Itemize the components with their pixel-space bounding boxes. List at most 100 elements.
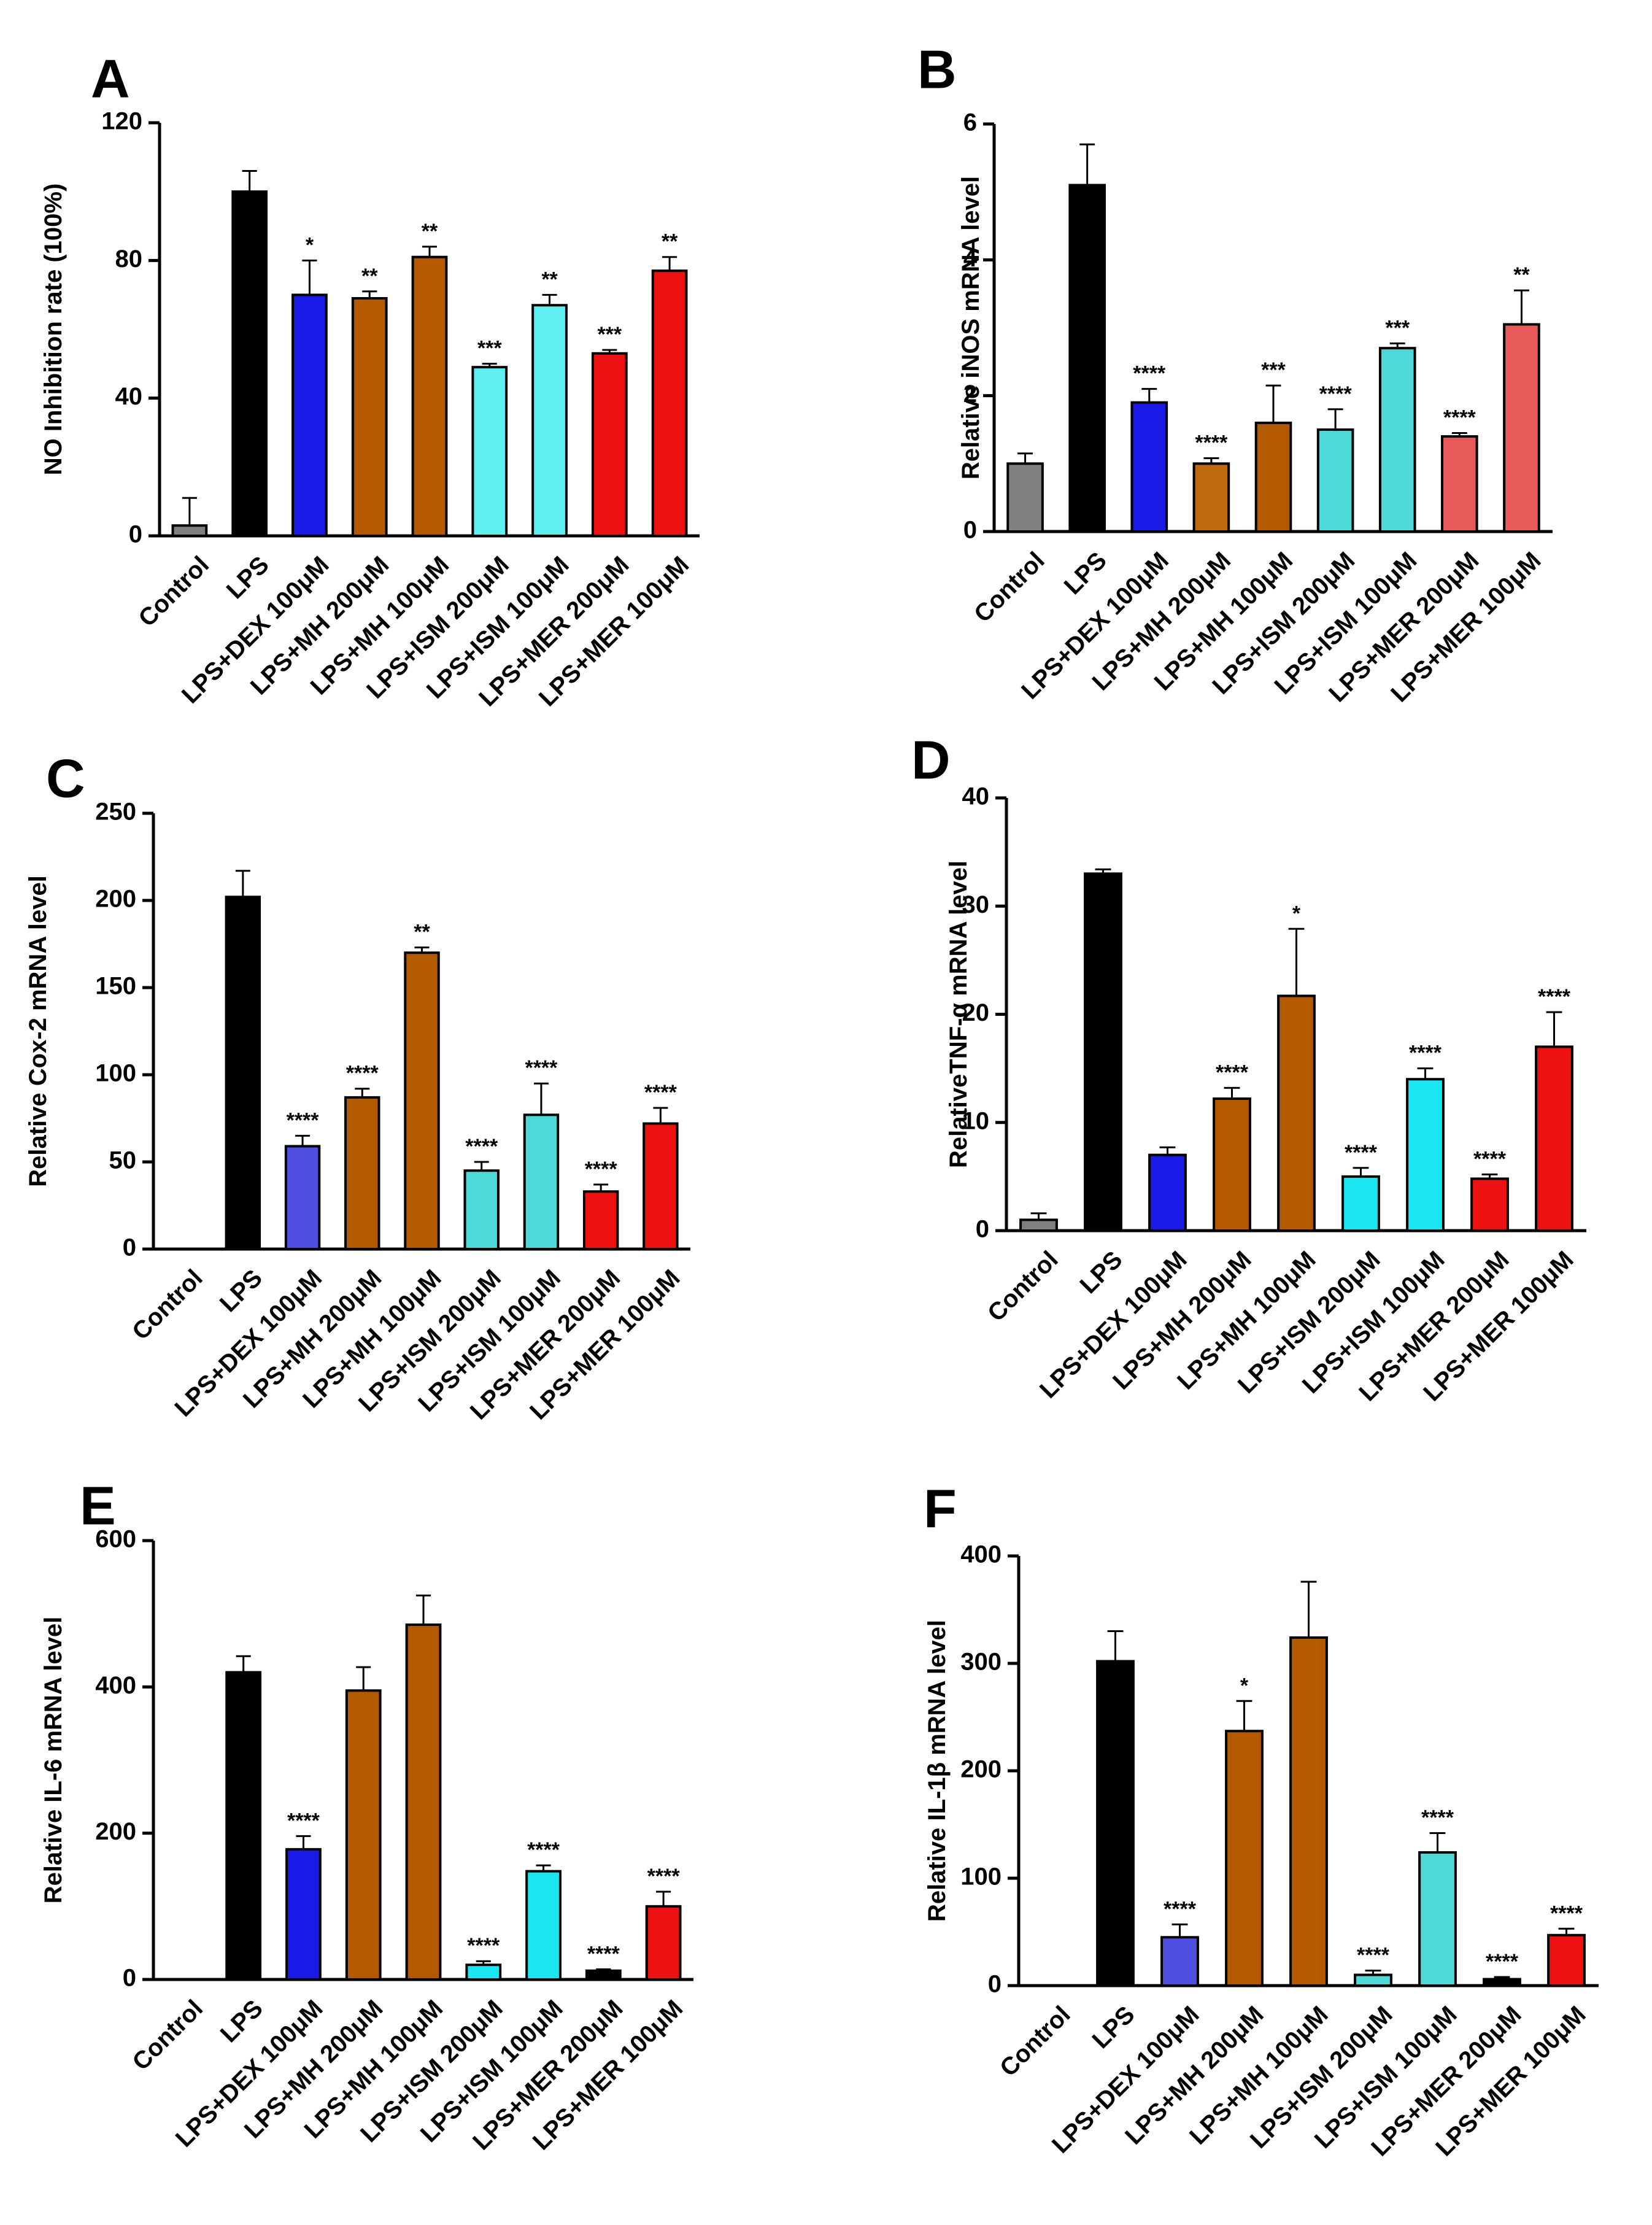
significance-label: **** bbox=[1357, 1944, 1390, 1967]
panel-c: C 0 50 100 150 200 250 Relative Cox-2 mRNA leve… bbox=[25, 748, 690, 1425]
bar bbox=[1378, 347, 1416, 533]
bar bbox=[291, 293, 328, 537]
significance-label: **** bbox=[647, 1865, 681, 1888]
significance-label: **** bbox=[644, 1081, 677, 1104]
significance-label: **** bbox=[1216, 1061, 1249, 1084]
bar bbox=[645, 1905, 682, 1981]
y-tick-label: 0 bbox=[976, 1216, 989, 1243]
y-tick-label: 4 bbox=[963, 245, 978, 272]
x-tick-label: LPS bbox=[215, 1995, 268, 2048]
significance-label: **** bbox=[467, 1934, 500, 1957]
bar bbox=[344, 1096, 380, 1251]
bar bbox=[643, 1122, 679, 1251]
y-tick-label: 10 bbox=[962, 1107, 990, 1134]
significance-label: **** bbox=[1319, 382, 1353, 406]
panel-b: B 0 2 4 6 Relative iNOS mRNA level Control LPS *… bbox=[917, 39, 1553, 707]
significance-label: **** bbox=[525, 1056, 558, 1080]
bar bbox=[405, 1623, 442, 1981]
significance-label: *** bbox=[477, 337, 502, 360]
bar bbox=[525, 1870, 562, 1981]
bar bbox=[345, 1689, 382, 1981]
y-tick-label: 400 bbox=[95, 1672, 136, 1699]
bar bbox=[1289, 1636, 1328, 1987]
significance-label: **** bbox=[1550, 1902, 1583, 1925]
significance-label: * bbox=[1240, 1674, 1249, 1697]
panel-letter: A bbox=[91, 48, 130, 109]
bar bbox=[1483, 1978, 1521, 1987]
y-tick-label: 200 bbox=[960, 1756, 1002, 1783]
x-tick-label: Control bbox=[995, 2001, 1076, 2082]
y-tick-label: 150 bbox=[95, 973, 136, 1000]
bar bbox=[465, 1964, 502, 1981]
significance-label: *** bbox=[1261, 358, 1286, 382]
panel-a: A 0 40 80 120 NO Inhibition rate (100%) Contro… bbox=[40, 48, 700, 711]
panel-letter: D bbox=[911, 729, 951, 790]
y-axis-title: Relative iNOS mRNA level bbox=[957, 176, 984, 479]
bar bbox=[171, 524, 208, 537]
bar bbox=[1019, 1218, 1058, 1232]
y-tick-label: 0 bbox=[963, 517, 977, 544]
bar bbox=[1084, 872, 1122, 1232]
y-tick-label: 0 bbox=[123, 1234, 136, 1261]
y-tick-label: 20 bbox=[962, 999, 990, 1026]
panel-letter: C bbox=[46, 748, 85, 808]
significance-label: **** bbox=[287, 1809, 320, 1832]
bar bbox=[1225, 1730, 1264, 1987]
y-tick-label: 300 bbox=[960, 1649, 1002, 1676]
x-tick-label: LPS bbox=[1075, 1246, 1128, 1299]
significance-label: **** bbox=[1443, 406, 1476, 430]
panel-letter: E bbox=[80, 1475, 116, 1536]
bar bbox=[411, 255, 448, 537]
bar bbox=[1277, 994, 1316, 1232]
y-tick-label: 80 bbox=[115, 246, 143, 273]
x-tick-label: LPS bbox=[222, 551, 274, 604]
y-tick-label: 30 bbox=[962, 891, 990, 918]
bar bbox=[582, 1190, 619, 1251]
significance-label: *** bbox=[597, 323, 622, 346]
y-tick-label: 100 bbox=[95, 1060, 136, 1087]
significance-label: **** bbox=[287, 1109, 320, 1132]
bar bbox=[1006, 462, 1044, 533]
bar bbox=[231, 190, 268, 537]
y-axis-title: RelativeTNF-α mRNA level bbox=[945, 861, 972, 1168]
bar bbox=[1441, 435, 1478, 533]
significance-label: **** bbox=[527, 1838, 560, 1862]
significance-label: **** bbox=[465, 1135, 498, 1158]
bar bbox=[1503, 323, 1540, 533]
significance-label: **** bbox=[587, 1942, 620, 1965]
bar bbox=[463, 1169, 500, 1250]
significance-label: ** bbox=[414, 921, 430, 944]
significance-label: * bbox=[1292, 902, 1301, 925]
y-tick-label: 600 bbox=[95, 1526, 136, 1553]
bar bbox=[1130, 401, 1168, 533]
bar bbox=[531, 304, 568, 537]
significance-label: **** bbox=[585, 1158, 618, 1181]
x-tick-label: Control bbox=[127, 1995, 208, 2076]
y-tick-label: 50 bbox=[109, 1147, 137, 1174]
bar bbox=[1213, 1097, 1251, 1232]
bar bbox=[284, 1145, 321, 1250]
panel-f: F 0 100 200 300 400 Relative IL-1β mRNA level C… bbox=[924, 1478, 1599, 2161]
y-axis-title: NO Inhibition rate (100%) bbox=[40, 184, 67, 476]
bar bbox=[1354, 1973, 1392, 1987]
significance-label: * bbox=[306, 233, 314, 257]
bar bbox=[1547, 1933, 1586, 1987]
x-tick-label: Control bbox=[127, 1264, 208, 1345]
y-axis-title: Relative Cox-2 mRNA level bbox=[25, 875, 52, 1187]
y-axis-title: Relative IL-1β mRNA level bbox=[924, 1620, 951, 1922]
bar bbox=[1068, 184, 1106, 533]
bar bbox=[1148, 1153, 1187, 1232]
bar bbox=[225, 896, 261, 1250]
significance-label: **** bbox=[1486, 1950, 1519, 1973]
x-tick-label: LPS bbox=[1087, 2001, 1140, 2054]
bar bbox=[591, 352, 628, 538]
bar bbox=[225, 1671, 262, 1981]
bar bbox=[1470, 1177, 1509, 1232]
significance-label: *** bbox=[1385, 316, 1410, 339]
y-tick-label: 0 bbox=[988, 1971, 1002, 1998]
significance-label: **** bbox=[1538, 985, 1571, 1008]
panel-e: E 0 200 400 600 Relative IL-6 mRNA level Contr… bbox=[40, 1475, 693, 2155]
bar bbox=[285, 1848, 322, 1981]
y-tick-label: 250 bbox=[95, 799, 136, 826]
